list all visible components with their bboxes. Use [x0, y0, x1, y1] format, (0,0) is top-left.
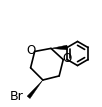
Text: O: O	[26, 44, 35, 57]
Text: O: O	[63, 52, 72, 65]
Polygon shape	[51, 45, 67, 50]
Polygon shape	[27, 80, 43, 99]
Text: Br: Br	[10, 90, 23, 103]
